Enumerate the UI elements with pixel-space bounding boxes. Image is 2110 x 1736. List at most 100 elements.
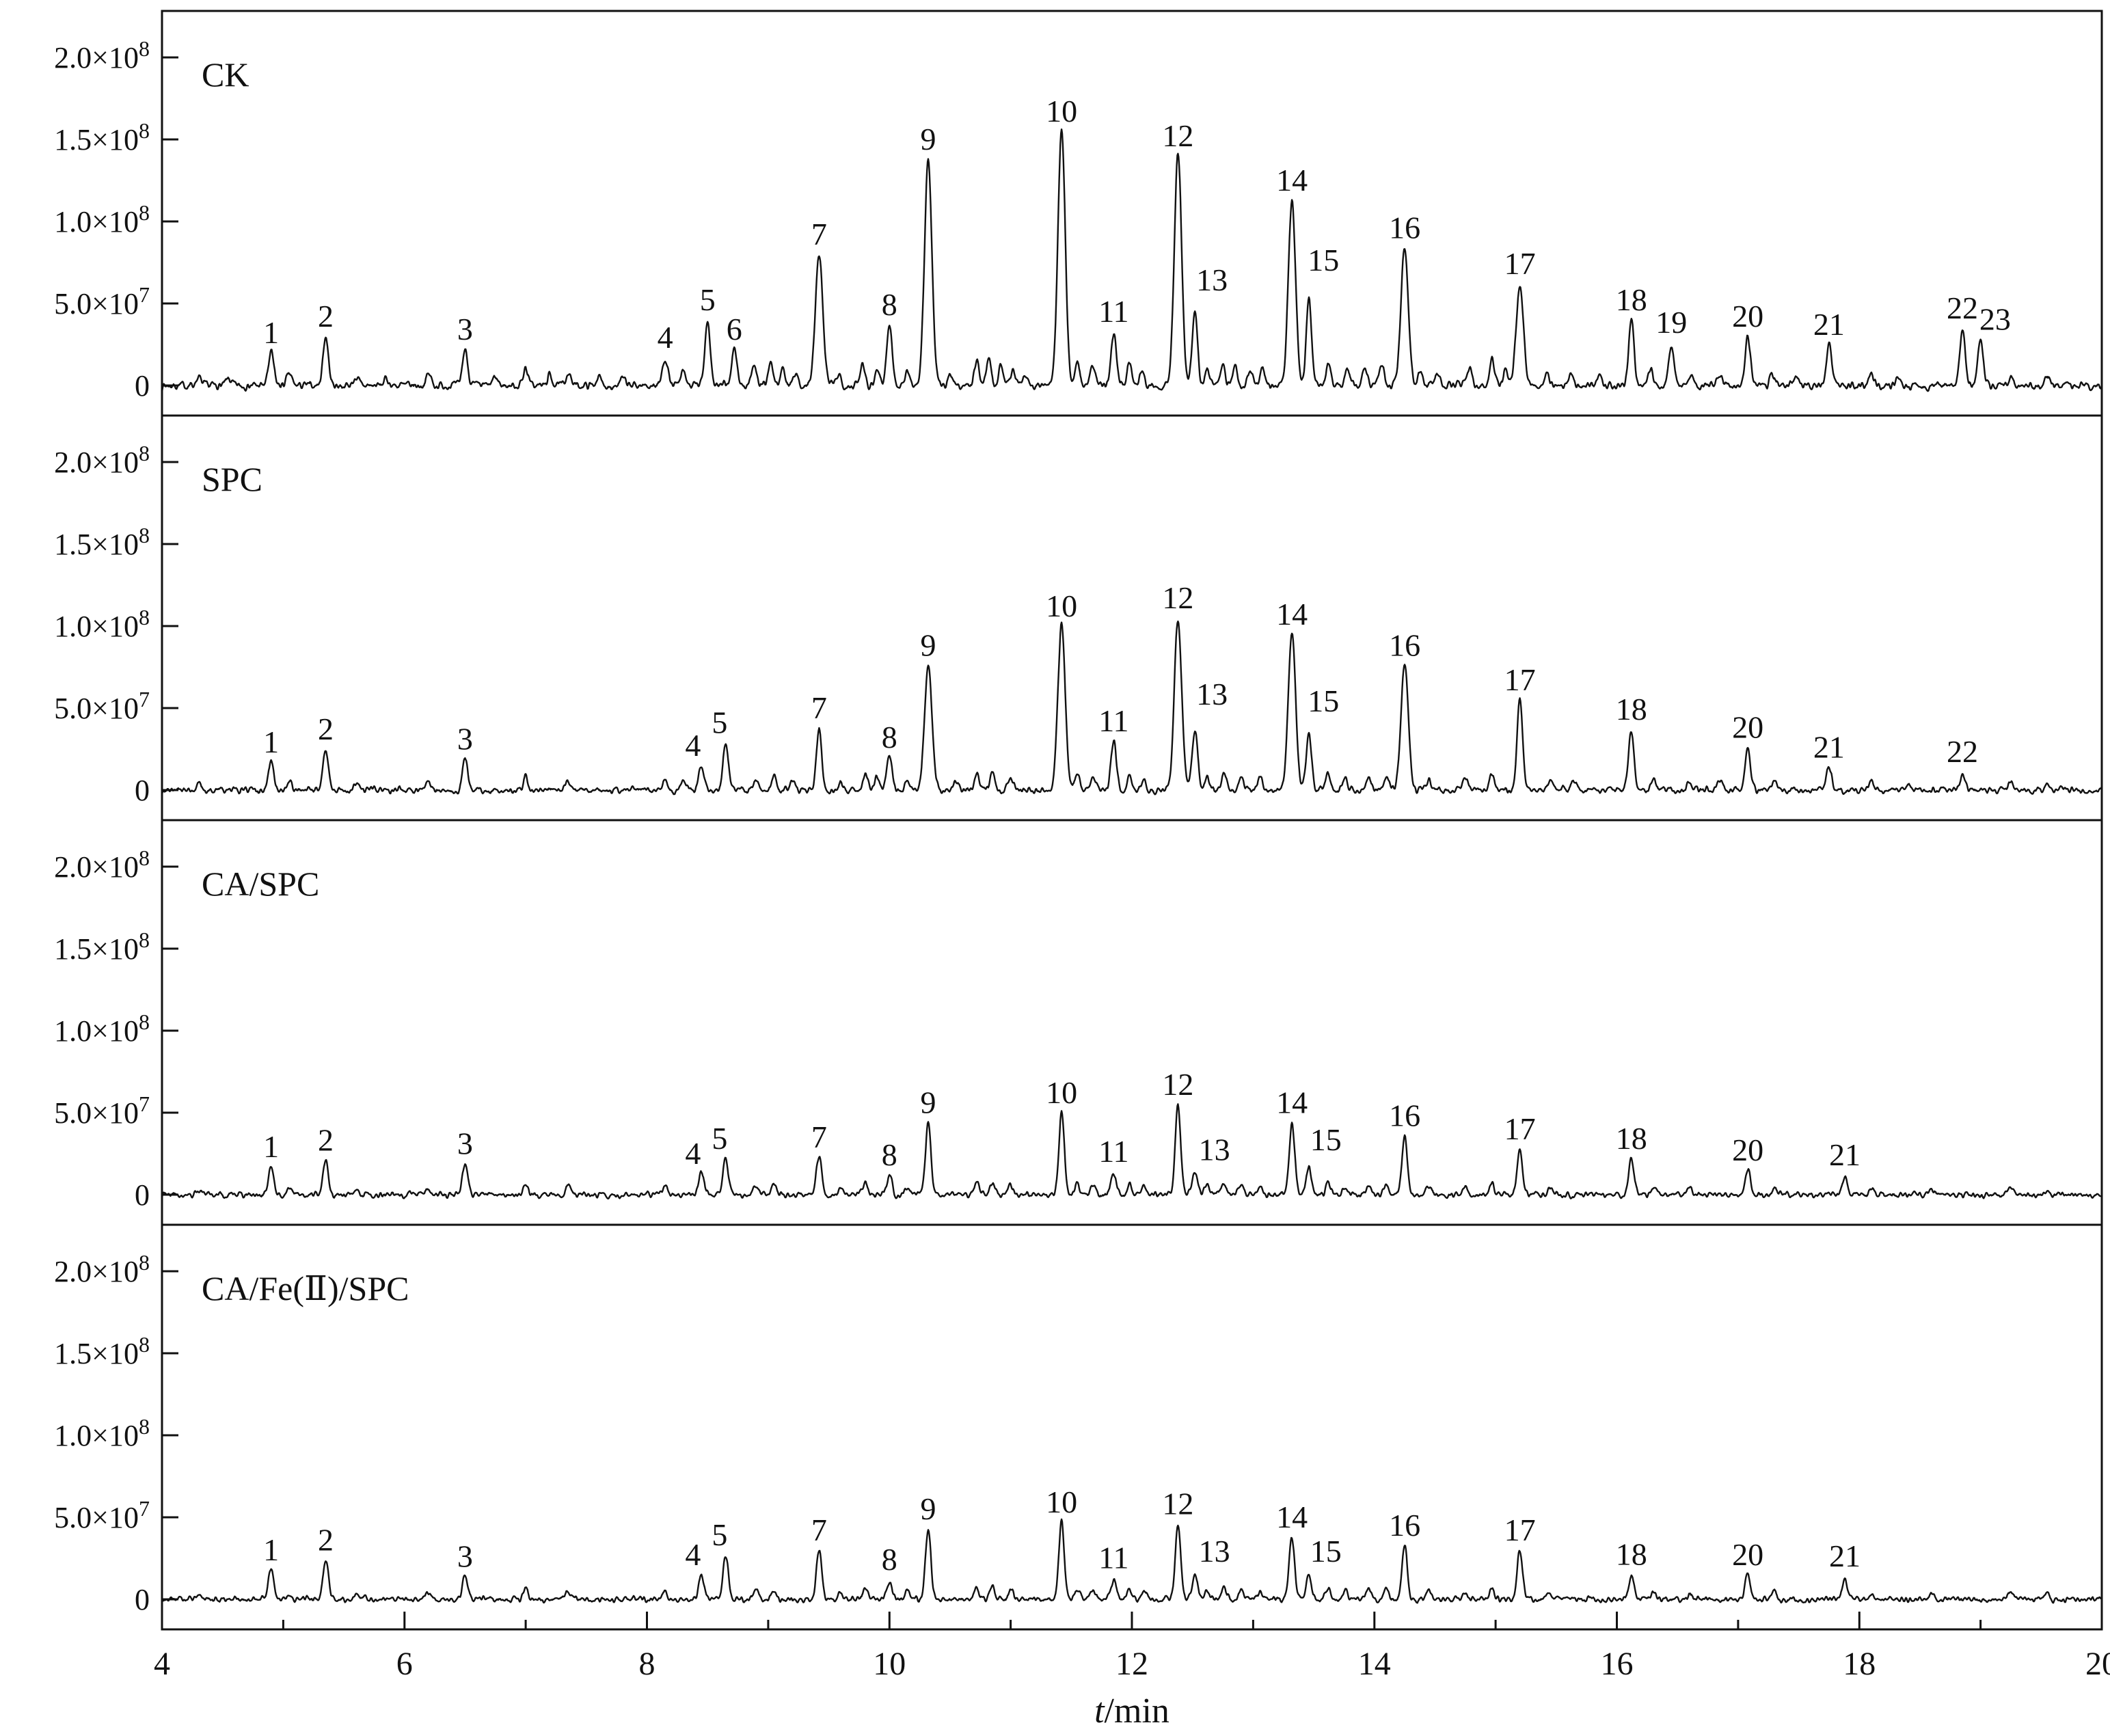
x-tick-label: 4 bbox=[154, 1646, 170, 1682]
peak-label: 11 bbox=[1098, 1134, 1128, 1169]
peak-label: 15 bbox=[1310, 1534, 1342, 1569]
panel-title: CK bbox=[202, 55, 249, 94]
peak-label: 5 bbox=[712, 705, 727, 740]
peak-label: 7 bbox=[811, 217, 827, 252]
y-tick-label: 1.0×108 bbox=[54, 605, 150, 643]
peak-label: 12 bbox=[1162, 118, 1193, 153]
trace bbox=[161, 1518, 2103, 1604]
peak-label: 18 bbox=[1616, 1121, 1647, 1156]
peak-label: 22 bbox=[1947, 290, 1978, 325]
peak-label: 17 bbox=[1504, 246, 1536, 281]
peak-label: 7 bbox=[811, 1513, 827, 1547]
peak-label: 9 bbox=[921, 628, 936, 663]
panel-title: CA/SPC bbox=[202, 865, 319, 903]
peak-label: 7 bbox=[811, 690, 827, 725]
peak-label: 2 bbox=[318, 1123, 334, 1158]
peak-label: 7 bbox=[811, 1120, 827, 1154]
peak-label: 4 bbox=[685, 1537, 701, 1572]
x-tick-label: 8 bbox=[639, 1646, 655, 1682]
peak-label: 2 bbox=[318, 711, 334, 746]
peak-label: 9 bbox=[921, 1085, 936, 1120]
peak-label: 15 bbox=[1310, 1122, 1342, 1157]
x-tick-label: 12 bbox=[1115, 1646, 1148, 1682]
peak-label: 21 bbox=[1829, 1538, 1861, 1573]
y-tick-label: 5.0×107 bbox=[54, 1091, 150, 1130]
peak-label: 11 bbox=[1098, 703, 1128, 738]
peak-label: 10 bbox=[1046, 588, 1077, 623]
peak-label: 14 bbox=[1276, 1085, 1308, 1120]
x-tick-label: 6 bbox=[396, 1646, 413, 1682]
peak-label: 18 bbox=[1616, 282, 1647, 317]
x-axis-title: t/min bbox=[1094, 1692, 1169, 1731]
peak-label: 4 bbox=[658, 320, 673, 355]
peak-label: 21 bbox=[1813, 307, 1845, 342]
peak-label: 12 bbox=[1162, 1487, 1193, 1521]
y-tick-label: 0 bbox=[135, 774, 150, 807]
peak-label: 11 bbox=[1098, 1540, 1128, 1575]
y-tick-label: 2.0×108 bbox=[54, 845, 150, 884]
x-tick-label: 20 bbox=[2085, 1646, 2110, 1682]
peak-label: 14 bbox=[1276, 597, 1308, 632]
peak-label: 4 bbox=[685, 728, 701, 763]
peak-label: 16 bbox=[1389, 210, 1420, 245]
y-tick-label: 0 bbox=[135, 1178, 150, 1212]
panel-ca-fe-spc: 0 5.0×107 1.0×108 1.5×108 2.0×108 CA/Fe(Ⅱ)/SP… bbox=[54, 1223, 2103, 1631]
peak-label: 8 bbox=[882, 1542, 897, 1577]
peak-label: 3 bbox=[457, 721, 473, 756]
peak-label: 15 bbox=[1308, 243, 1339, 277]
peak-label: 18 bbox=[1616, 1537, 1647, 1572]
peak-label: 3 bbox=[457, 1538, 473, 1573]
peak-label: 8 bbox=[882, 1137, 897, 1172]
x-tick-label: 16 bbox=[1601, 1646, 1634, 1682]
y-tick-label: 2.0×108 bbox=[54, 1250, 150, 1288]
peak-label: 5 bbox=[712, 1121, 727, 1156]
peak-label: 9 bbox=[921, 1491, 936, 1526]
peak-label: 20 bbox=[1732, 1133, 1763, 1167]
x-tick-label: 18 bbox=[1843, 1646, 1876, 1682]
trace bbox=[161, 1103, 2102, 1199]
peak-label: 17 bbox=[1504, 1111, 1536, 1146]
peak-label: 17 bbox=[1504, 662, 1536, 697]
peak-label: 8 bbox=[882, 720, 897, 755]
peak-label: 5 bbox=[712, 1517, 727, 1552]
peak-label: 12 bbox=[1162, 580, 1193, 615]
peak-label: 12 bbox=[1162, 1067, 1193, 1102]
peak-label: 10 bbox=[1046, 1484, 1077, 1519]
peak-label: 10 bbox=[1046, 1075, 1077, 1110]
peak-label: 3 bbox=[457, 1126, 473, 1161]
peak-label: 15 bbox=[1308, 683, 1339, 718]
y-tick-label: 0 bbox=[135, 369, 150, 403]
trace bbox=[161, 620, 2103, 796]
peak-label: 17 bbox=[1504, 1513, 1536, 1547]
peak-label: 16 bbox=[1389, 1098, 1420, 1133]
peak-label: 16 bbox=[1389, 628, 1420, 663]
peak-label: 22 bbox=[1947, 734, 1978, 769]
peak-label: 20 bbox=[1732, 299, 1763, 334]
y-tick-label: 1.0×108 bbox=[54, 200, 150, 239]
x-tick-label: 10 bbox=[873, 1646, 906, 1682]
peak-label: 4 bbox=[685, 1136, 701, 1171]
y-tick-label: 2.0×108 bbox=[54, 36, 150, 74]
y-tick-label: 1.5×108 bbox=[54, 927, 150, 966]
peak-label: 2 bbox=[318, 1522, 334, 1557]
y-tick-label: 1.5×108 bbox=[54, 118, 150, 157]
y-tick-label: 2.0×108 bbox=[54, 441, 150, 479]
peak-label: 21 bbox=[1829, 1137, 1861, 1172]
peak-label: 1 bbox=[263, 1129, 279, 1164]
peak-label: 3 bbox=[457, 312, 473, 347]
x-axis: 4 6 8 10 12 14 16 18 20 t/min bbox=[154, 1612, 2110, 1731]
peak-label: 1 bbox=[263, 315, 279, 350]
peak-label: 14 bbox=[1276, 163, 1308, 198]
peak-label: 13 bbox=[1199, 1133, 1230, 1167]
panel-title: CA/Fe(Ⅱ)/SPC bbox=[202, 1269, 409, 1307]
y-tick-label: 1.0×108 bbox=[54, 1414, 150, 1452]
peak-label: 9 bbox=[921, 122, 936, 157]
peak-label: 16 bbox=[1389, 1508, 1420, 1543]
peak-label: 18 bbox=[1616, 692, 1647, 727]
peak-label: 11 bbox=[1098, 294, 1128, 329]
peak-label: 10 bbox=[1046, 94, 1077, 128]
peak-label: 20 bbox=[1732, 710, 1763, 745]
